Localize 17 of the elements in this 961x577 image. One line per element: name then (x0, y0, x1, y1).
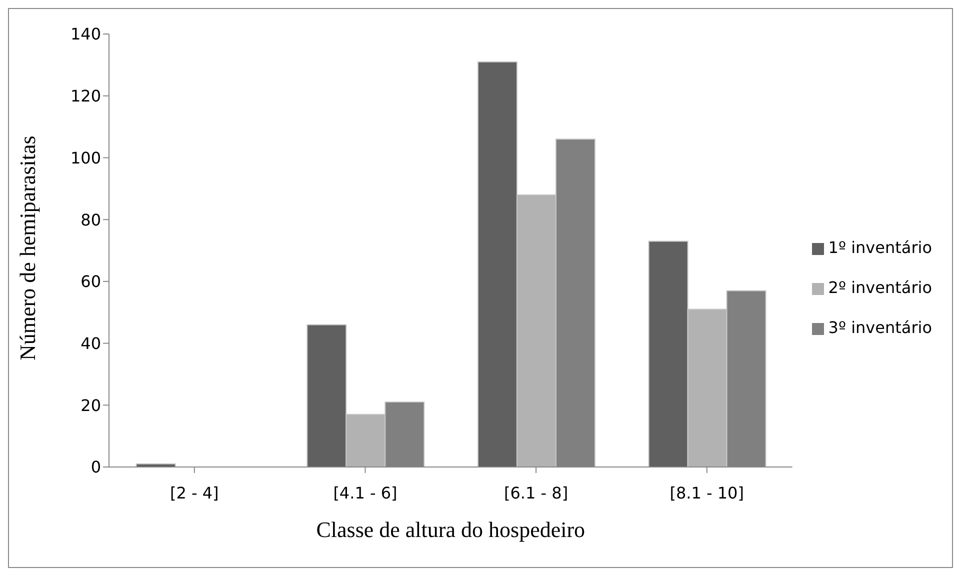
y-tick-label: 40 (80, 334, 101, 353)
y-tick-label: 60 (80, 272, 101, 292)
x-axis-title: Classe de altura do hospedeiro (316, 517, 586, 542)
legend-label: 2º inventário (828, 278, 932, 297)
legend-label: 1º inventário (828, 238, 932, 257)
x-tick-label: [2 - 4] (170, 483, 219, 502)
y-tick-label: 20 (80, 396, 101, 415)
y-tick-label: 140 (70, 24, 101, 44)
y-tick-label: 80 (80, 210, 101, 230)
legend-label: 3º inventário (828, 318, 932, 337)
x-tick-label: [4.1 - 6] (333, 483, 398, 502)
x-tick-label: [8.1 - 10] (670, 483, 744, 502)
y-axis-title: Número de hemiparasitas (14, 136, 40, 360)
y-tick-label: 0 (90, 458, 101, 477)
y-tick-label: 100 (70, 148, 101, 168)
x-tick-label: [6.1 - 8] (504, 483, 568, 502)
y-tick-label: 120 (70, 86, 101, 106)
